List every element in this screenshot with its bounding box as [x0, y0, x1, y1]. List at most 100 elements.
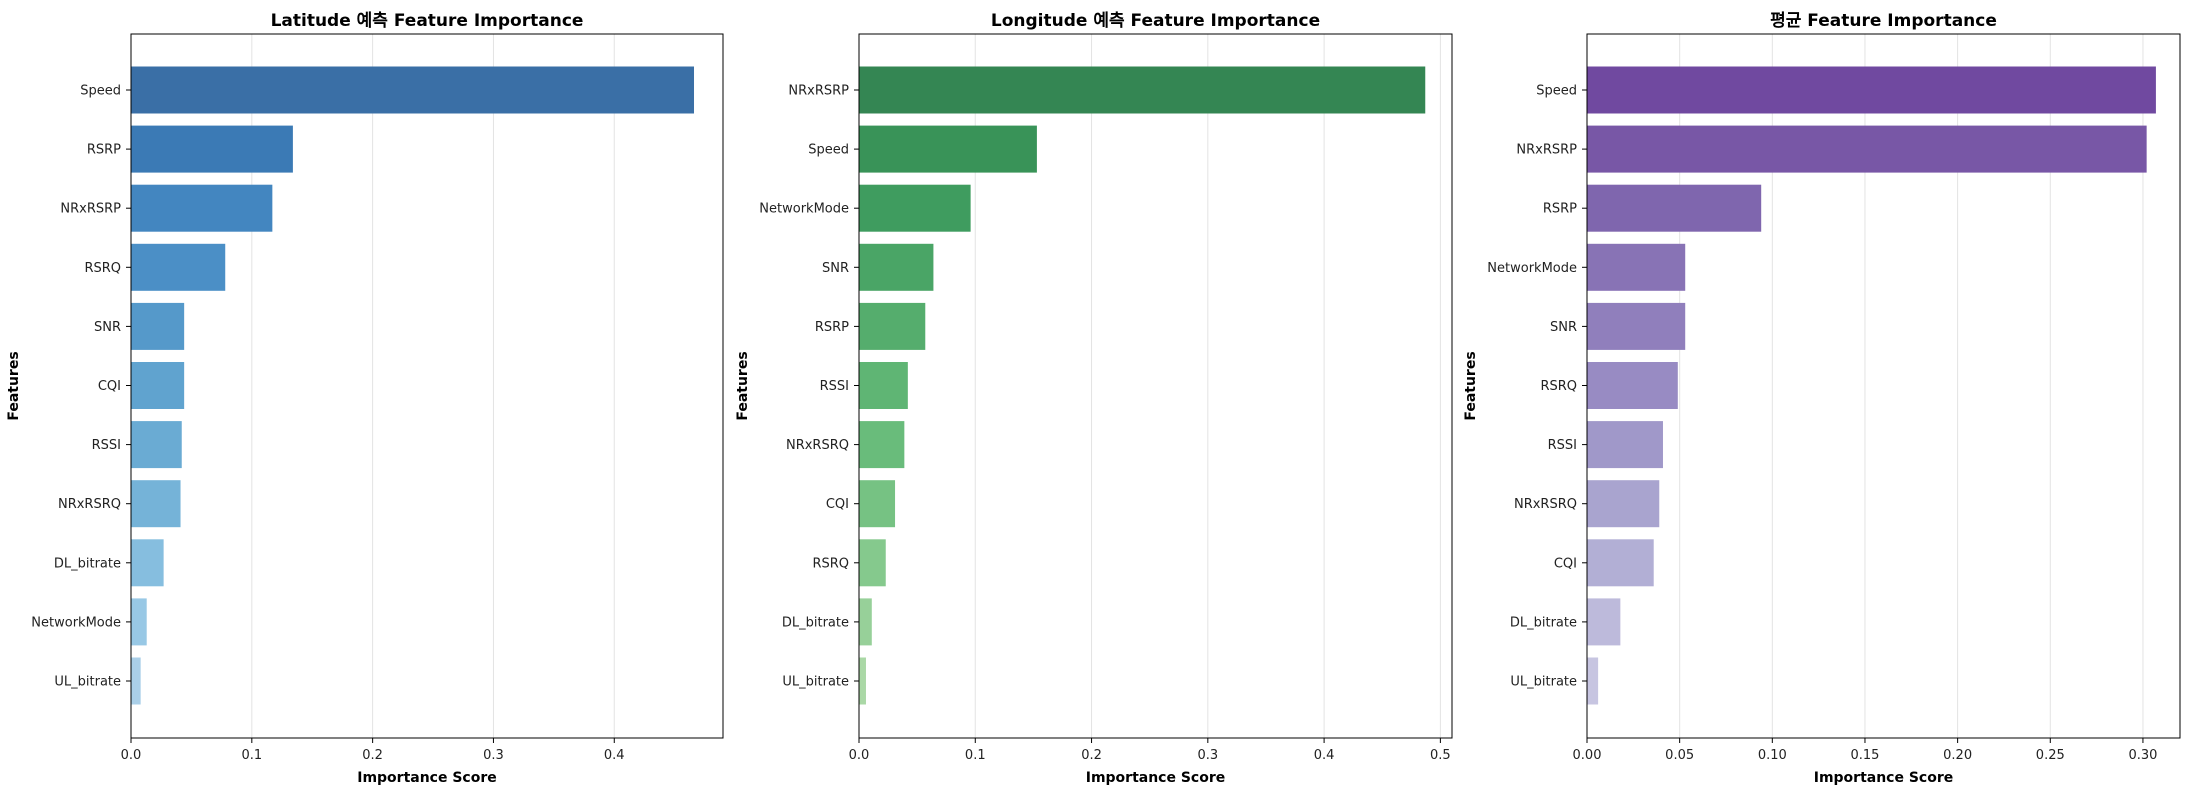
y-tick-label: SNR — [94, 320, 121, 335]
y-tick-label: UL_bitrate — [1510, 675, 1577, 690]
y-tick-label: SNR — [1550, 320, 1577, 335]
x-tick-label: 0.4 — [1314, 748, 1335, 763]
y-tick-label: NRxRSRQ — [786, 438, 849, 453]
chart-title: 평균 Feature Importance — [1770, 11, 1997, 31]
chart-panel-3: Speed NRxRSRP RSRP NetworkMode SNR RSRQ RSSI NR… — [1463, 11, 2181, 786]
x-tick-label: 0.3 — [483, 748, 504, 763]
y-tick-label: RSRQ — [84, 261, 121, 276]
x-tick-label: 0.20 — [1943, 748, 1972, 763]
y-tick-label: UL_bitrate — [782, 675, 849, 690]
x-tick-label: 0.30 — [2128, 748, 2157, 763]
y-axis-label: Features — [735, 351, 751, 420]
bar-dl-bitrate — [131, 539, 164, 587]
bar-nrxrsrp — [1587, 125, 2147, 173]
bar-rsrp — [1587, 184, 1762, 232]
y-axis-label: Features — [6, 351, 22, 420]
y-tick-label: CQI — [1554, 556, 1577, 571]
x-tick-label: 0.1 — [241, 748, 262, 763]
y-tick-label: NetworkMode — [1487, 261, 1577, 276]
y-tick-label: CQI — [98, 379, 121, 394]
y-tick-label: DL_bitrate — [782, 615, 849, 630]
bar-ul-bitrate — [859, 657, 866, 705]
chart-title: Longitude 예측 Feature Importance — [991, 11, 1320, 31]
y-tick-label: Speed — [80, 84, 121, 99]
x-tick-label: 0.15 — [1850, 748, 1879, 763]
y-tick-label: Speed — [1536, 84, 1577, 99]
x-axis-label: Importance Score — [357, 770, 497, 786]
y-tick-label: DL_bitrate — [1510, 615, 1577, 630]
plot-frame — [1586, 33, 2181, 739]
bar-networkmode — [859, 184, 971, 232]
chart-panel-2: NRxRSRP Speed NetworkMode SNR RSRP RSSI NRxRSR… — [735, 11, 1453, 786]
y-tick-label: NRxRSRQ — [1514, 497, 1577, 512]
y-tick-label: RSRP — [1543, 202, 1577, 217]
x-tick-label: 0.05 — [1665, 748, 1694, 763]
y-tick-label: RSSI — [92, 438, 121, 453]
bar-cqi — [859, 480, 896, 528]
x-tick-label: 0.2 — [362, 748, 383, 763]
bar-cqi — [1587, 539, 1654, 587]
y-axis-label: Features — [1463, 351, 1479, 420]
bar-rsrq — [859, 539, 886, 587]
x-tick-label: 0.25 — [2036, 748, 2065, 763]
x-axis-label: Importance Score — [1814, 770, 1954, 786]
y-tick-label: CQI — [826, 497, 849, 512]
bar-ul-bitrate — [131, 657, 141, 705]
y-tick-label: NRxRSRP — [60, 202, 121, 217]
bar-rssi — [131, 421, 182, 469]
y-tick-label: RSRQ — [1540, 379, 1577, 394]
bar-rsrq — [1587, 362, 1678, 409]
y-tick-label: RSRP — [815, 320, 849, 335]
bar-nrxrsrq — [131, 480, 181, 528]
plot-frame — [858, 33, 1453, 739]
x-tick-label: 0.3 — [1197, 748, 1218, 763]
bar-networkmode — [1587, 243, 1686, 291]
x-tick-label: 0.2 — [1081, 748, 1102, 763]
y-tick-label: Speed — [808, 143, 849, 158]
bar-snr — [1587, 302, 1686, 350]
x-tick-label: 0.1 — [965, 748, 986, 763]
y-tick-label: RSSI — [1548, 438, 1577, 453]
x-tick-label: 0.0 — [121, 748, 142, 763]
bar-dl-bitrate — [859, 598, 872, 646]
bar-speed — [1587, 66, 2156, 114]
bar-rsrq — [131, 243, 226, 291]
y-tick-label: UL_bitrate — [54, 675, 121, 690]
bar-speed — [859, 125, 1037, 173]
y-tick-label: RSRP — [87, 143, 121, 158]
bar-speed — [131, 66, 695, 114]
x-tick-label: 0.00 — [1573, 748, 1602, 763]
bar-snr — [859, 243, 934, 291]
y-tick-label: NRxRSRP — [788, 84, 849, 99]
bar-nrxrsrp — [859, 66, 1426, 114]
bar-snr — [131, 302, 185, 350]
x-tick-label: 0.10 — [1758, 748, 1787, 763]
y-tick-label: RSRQ — [812, 556, 849, 571]
x-tick-label: 0.0 — [849, 748, 870, 763]
bar-nrxrsrp — [131, 184, 273, 232]
y-tick-label: NetworkMode — [31, 615, 121, 630]
y-tick-label: RSSI — [820, 379, 849, 394]
y-tick-label: NRxRSRP — [1516, 143, 1577, 158]
bar-cqi — [131, 362, 185, 409]
x-tick-label: 0.4 — [604, 748, 625, 763]
y-tick-label: NRxRSRQ — [58, 497, 121, 512]
plot-frame — [130, 33, 724, 739]
bar-nrxrsrq — [859, 421, 905, 469]
bar-rssi — [1587, 421, 1663, 469]
bar-rssi — [859, 362, 908, 409]
x-axis-label: Importance Score — [1086, 770, 1226, 786]
bar-networkmode — [131, 598, 147, 646]
bar-nrxrsrq — [1587, 480, 1660, 528]
x-tick-label: 0.5 — [1430, 748, 1451, 763]
y-tick-label: SNR — [822, 261, 849, 276]
bar-rsrp — [131, 125, 293, 173]
y-tick-label: NetworkMode — [759, 202, 849, 217]
chart-panel-1: Speed RSRP NRxRSRP RSRQ SNR CQI RSSI NRxRSRQ DL_… — [6, 11, 724, 786]
bar-ul-bitrate — [1587, 657, 1599, 705]
bar-dl-bitrate — [1587, 598, 1621, 646]
y-tick-label: DL_bitrate — [54, 556, 121, 571]
bar-rsrp — [859, 302, 926, 350]
chart-title: Latitude 예측 Feature Importance — [271, 11, 584, 31]
